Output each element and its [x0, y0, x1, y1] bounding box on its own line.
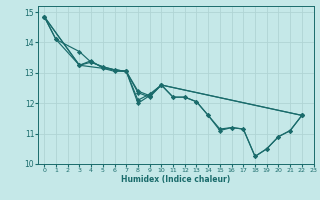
X-axis label: Humidex (Indice chaleur): Humidex (Indice chaleur) [121, 175, 231, 184]
